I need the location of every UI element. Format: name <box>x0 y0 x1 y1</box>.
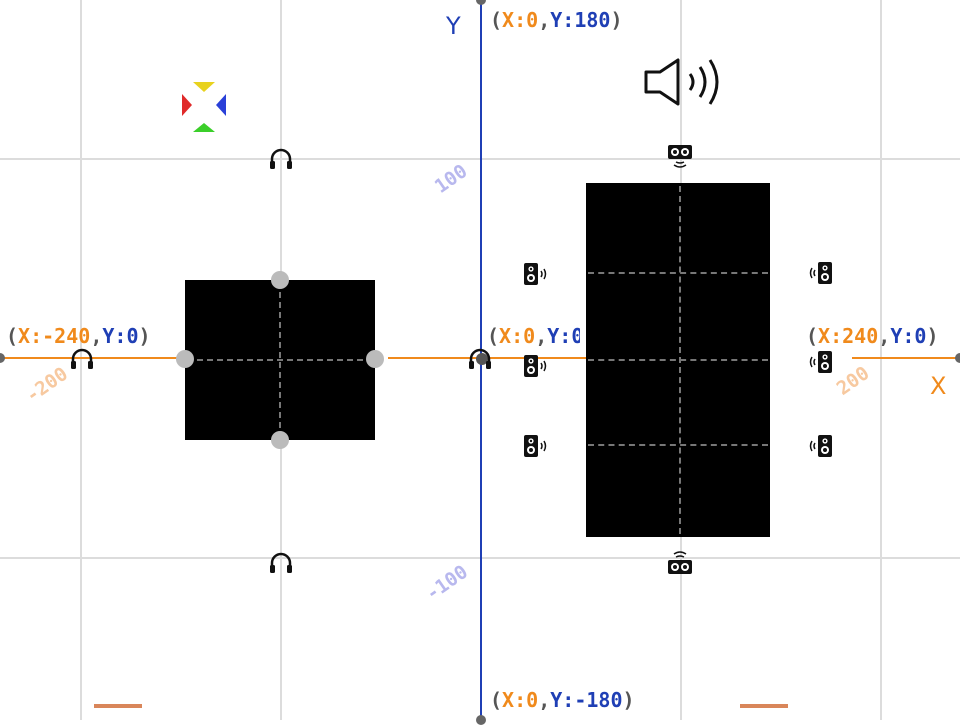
coord-label-top: (X:0,Y:180) <box>490 8 623 32</box>
speaker-icon[interactable] <box>808 350 834 374</box>
x-axis-letter: X <box>930 372 947 400</box>
speaker-icon[interactable] <box>808 261 834 285</box>
panel-handle-bottom[interactable] <box>271 431 289 449</box>
tick-label-y-positive: 100 <box>430 160 472 198</box>
decorative-bar <box>740 704 788 708</box>
volume-icon[interactable] <box>640 54 726 110</box>
y-axis-top-end <box>476 0 486 5</box>
panel-handle-right[interactable] <box>366 350 384 368</box>
tick-label-x-negative: -200 <box>21 362 72 408</box>
y-axis-letter: Y <box>446 12 461 40</box>
speaker-icon[interactable] <box>522 262 548 286</box>
headphones-icon[interactable] <box>69 346 95 370</box>
panel-divider-horizontal <box>588 272 768 274</box>
headphones-icon[interactable] <box>467 346 493 370</box>
panel-handle-top[interactable] <box>271 271 289 289</box>
decorative-bar <box>94 704 142 708</box>
x-axis-left-end <box>0 353 5 363</box>
headphones-icon[interactable] <box>268 550 294 574</box>
coord-label-right: (X:240,Y:0) <box>806 324 939 348</box>
panel-handle-left[interactable] <box>176 350 194 368</box>
speaker-icon[interactable] <box>522 354 548 378</box>
grid-line-vertical <box>880 0 882 720</box>
direction-pad-icon[interactable] <box>180 80 228 134</box>
headphones-icon[interactable] <box>268 146 294 170</box>
grid-line-vertical <box>80 0 82 720</box>
tick-label-y-negative: -100 <box>421 560 472 606</box>
x-axis-right <box>852 357 960 359</box>
speaker-icon[interactable] <box>667 144 693 170</box>
panel-divider-horizontal <box>588 359 768 361</box>
speaker-icon[interactable] <box>667 549 693 575</box>
coord-label-bottom: (X:0,Y:-180) <box>490 688 635 712</box>
x-axis-right-end <box>955 353 960 363</box>
speaker-icon[interactable] <box>522 434 548 458</box>
origin-point <box>476 353 488 365</box>
y-axis-bottom-end <box>476 715 486 725</box>
panel-divider-horizontal <box>588 444 768 446</box>
coord-label-center: (X:0,Y:0) <box>487 326 580 346</box>
coord-label-left: (X:-240,Y:0) <box>6 324 151 348</box>
panel-divider-horizontal <box>187 359 373 361</box>
tick-label-x-positive: 200 <box>832 362 874 400</box>
speaker-icon[interactable] <box>808 434 834 458</box>
